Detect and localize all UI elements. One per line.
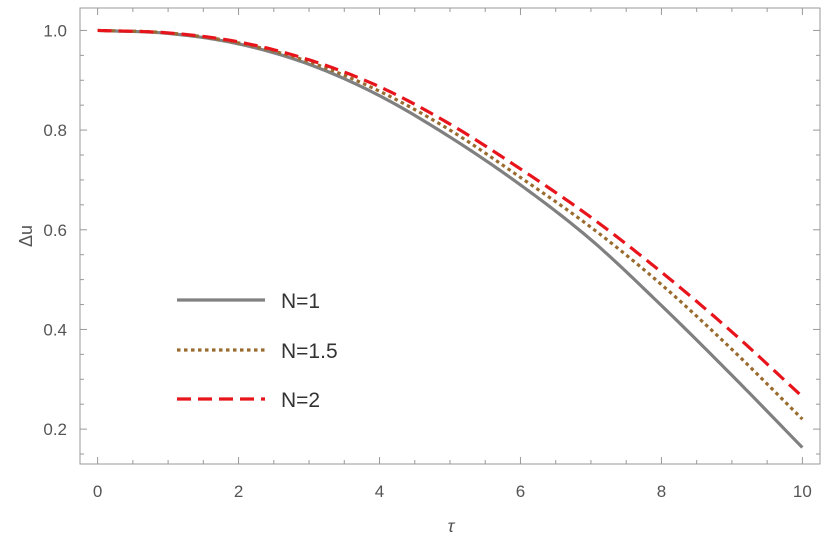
y-axis-label: Δu xyxy=(16,225,36,247)
x-tick-label: 10 xyxy=(793,482,812,501)
series-line-n-1 xyxy=(97,28,804,449)
legend-label: N=1.5 xyxy=(281,340,338,363)
x-tick-label: 4 xyxy=(375,482,384,501)
legend-label: N=1 xyxy=(281,290,320,313)
x-axis-label: τ xyxy=(448,516,456,536)
x-tick-label: 6 xyxy=(516,482,525,501)
tick-labels: 0 2 4 6 8 10 0.2 0.4 0.6 0.8 1.0 xyxy=(43,21,811,501)
legend-label: N=2 xyxy=(281,389,320,412)
x-tick-label: 2 xyxy=(234,482,243,501)
x-tick-label: 8 xyxy=(657,482,666,501)
y-tick-label: 1.0 xyxy=(43,21,67,40)
series-line-n-2 xyxy=(97,28,804,398)
legend: N=1 N=1.5 N=2 xyxy=(177,290,338,412)
series-line-n-1-5 xyxy=(97,28,804,421)
y-tick-label: 0.4 xyxy=(43,320,67,339)
series-lines xyxy=(97,28,804,449)
plot-frame xyxy=(79,7,821,465)
y-tick-label: 0.6 xyxy=(43,221,67,240)
y-tick-label: 0.2 xyxy=(43,420,67,439)
x-tick-label: 0 xyxy=(93,482,102,501)
y-tick-label: 0.8 xyxy=(43,121,67,140)
axis-ticks xyxy=(80,8,820,464)
